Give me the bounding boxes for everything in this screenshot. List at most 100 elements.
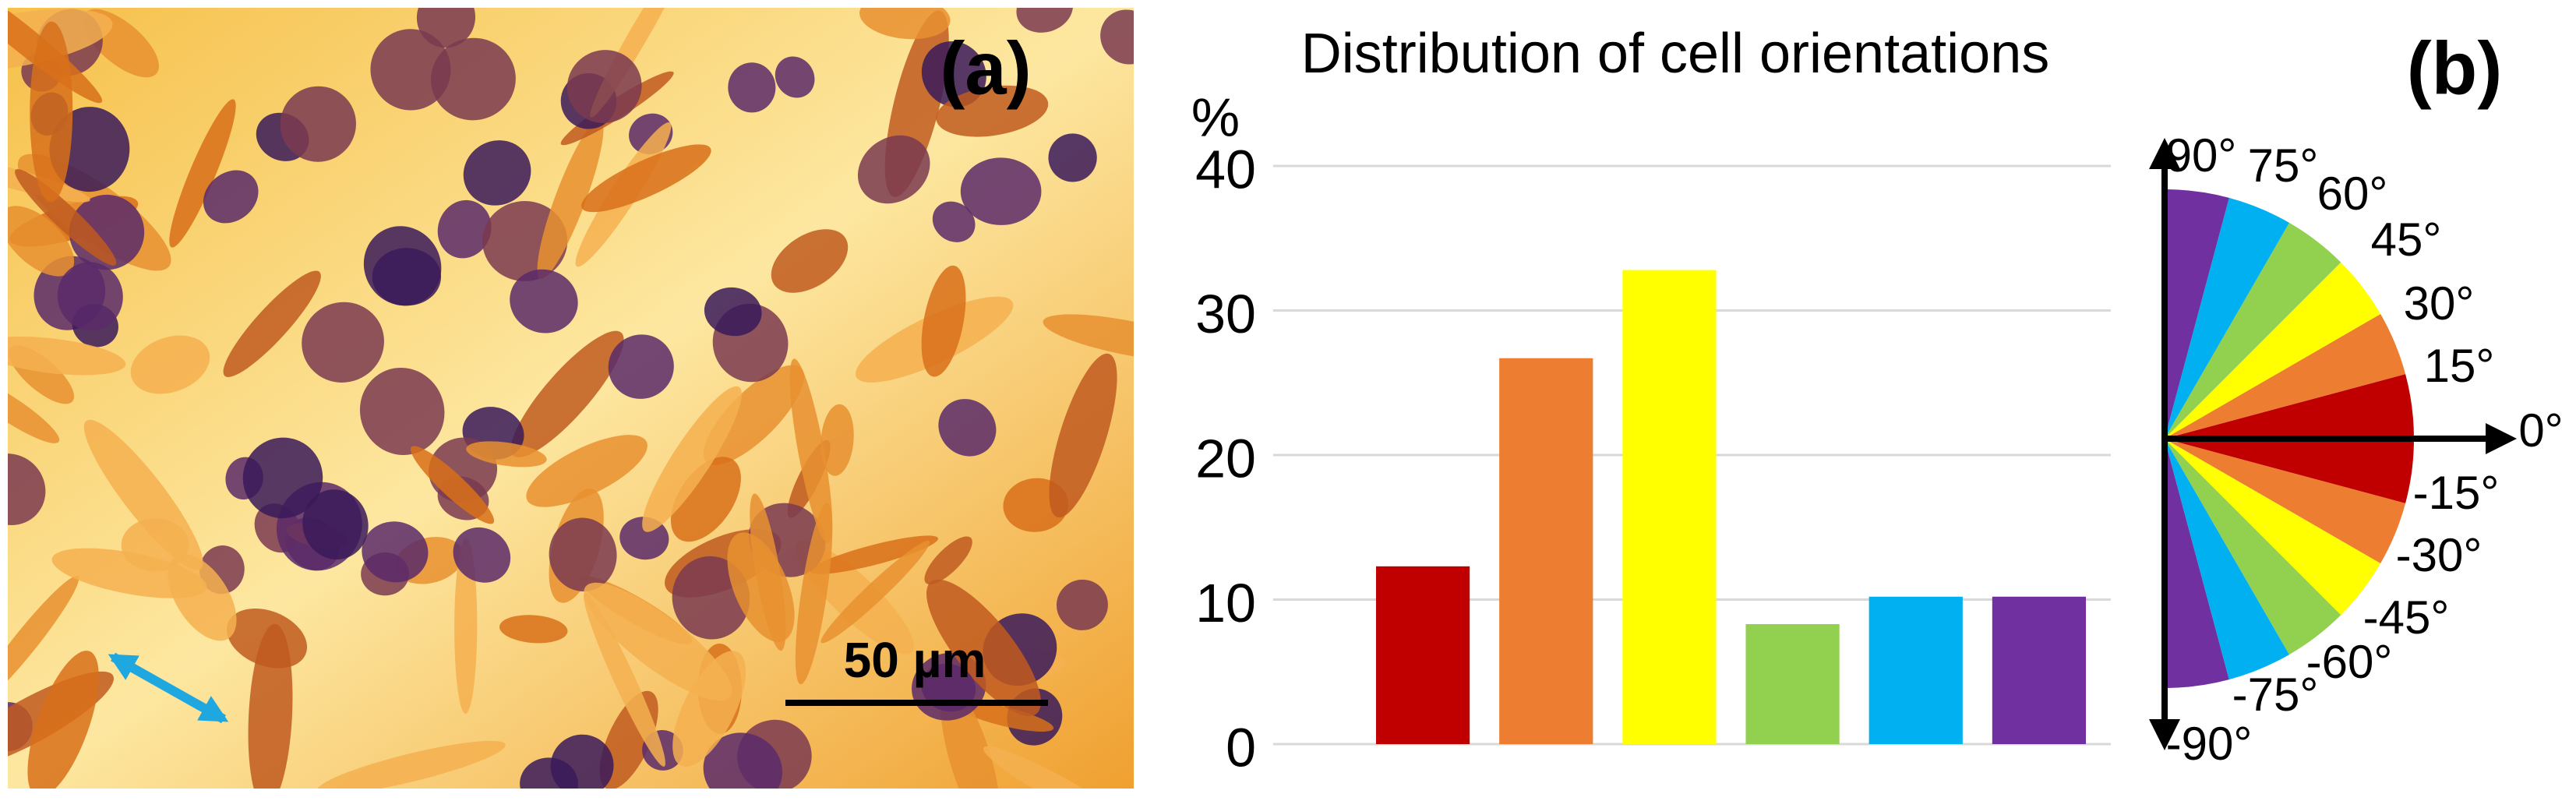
cell — [526, 435, 648, 507]
orientation-wedge — [2165, 314, 2406, 439]
cell — [789, 358, 833, 544]
orientation-label: -75° — [2232, 669, 2319, 721]
orientation-label: -15° — [2413, 467, 2500, 519]
cell — [857, 135, 930, 204]
cell — [8, 206, 75, 277]
cell — [83, 419, 203, 570]
cell — [936, 85, 1049, 137]
y-tick-label: 40 — [1195, 139, 1256, 199]
cell — [431, 37, 516, 121]
orientation-wedge — [2165, 439, 2341, 655]
cell — [921, 663, 976, 712]
cell — [727, 532, 795, 642]
orientation-wedge — [2165, 374, 2414, 439]
cell — [955, 701, 1054, 732]
cell — [227, 608, 308, 669]
cell — [775, 56, 815, 98]
bar — [1499, 358, 1593, 744]
cell — [703, 732, 782, 789]
cell — [8, 376, 60, 443]
panel-label: (b) — [2407, 26, 2503, 110]
cell — [537, 118, 604, 279]
cell — [416, 8, 476, 48]
cell — [983, 746, 1127, 789]
cell — [932, 201, 976, 242]
cell — [549, 517, 617, 592]
orientation-wedge — [2165, 262, 2381, 439]
cell — [437, 199, 492, 259]
orientation-wedge — [2165, 439, 2406, 563]
orientation-wedge — [2165, 439, 2414, 503]
bar — [1622, 270, 1717, 744]
cell — [584, 582, 732, 701]
cell — [921, 41, 986, 108]
y-tick-label: 10 — [1195, 573, 1256, 633]
cell — [317, 740, 506, 789]
cell — [510, 330, 624, 457]
cell — [499, 615, 568, 644]
cell — [550, 734, 614, 789]
cell — [8, 453, 46, 525]
orientation-label: -90° — [2166, 718, 2253, 770]
cell — [938, 399, 997, 457]
cell — [8, 575, 79, 708]
cell — [940, 684, 1000, 789]
cell — [581, 144, 711, 213]
cell — [795, 503, 833, 685]
cell — [370, 29, 451, 111]
orientation-label: -60° — [2306, 636, 2393, 688]
cell — [463, 140, 531, 206]
cell — [820, 541, 930, 644]
cell — [1056, 579, 1108, 630]
cell — [362, 521, 429, 583]
cell — [203, 170, 259, 224]
cell — [51, 548, 207, 598]
orientation-wedge — [2165, 222, 2341, 439]
cell — [960, 157, 1042, 225]
bar — [1745, 624, 1840, 744]
cell — [130, 335, 210, 394]
cell — [302, 302, 384, 383]
chart-title: Distribution of cell orientations — [1301, 23, 2049, 85]
cell — [704, 287, 762, 337]
y-tick-label: 0 — [1226, 717, 1256, 778]
cell — [8, 336, 126, 376]
bar — [1868, 596, 1963, 744]
cell — [642, 386, 742, 532]
cell — [15, 169, 117, 266]
cell — [1049, 353, 1117, 518]
cell — [703, 365, 804, 465]
cell — [453, 527, 511, 583]
y-tick-label: 20 — [1195, 428, 1256, 489]
cell — [608, 334, 674, 399]
cell — [820, 404, 854, 476]
cell — [771, 229, 849, 293]
orientation-wedge — [2165, 197, 2289, 439]
cell — [248, 623, 293, 789]
cell — [372, 248, 442, 306]
orientation-label: 0° — [2518, 404, 2563, 457]
orientation-label: 60° — [2317, 168, 2388, 220]
cell — [921, 265, 966, 377]
cell — [280, 86, 356, 162]
orientation-label: -45° — [2363, 591, 2450, 644]
panel-label: (a) — [940, 26, 1031, 110]
direction-arrow — [108, 652, 229, 724]
orientation-wedge — [2165, 189, 2229, 439]
orientation-label: 75° — [2248, 139, 2319, 192]
orientation-key — [2165, 189, 2414, 688]
cell — [57, 262, 123, 331]
orientation-label: 15° — [2424, 340, 2495, 392]
cell — [859, 8, 951, 40]
orientation-label: 45° — [2371, 213, 2442, 266]
cell — [583, 592, 665, 767]
bar — [1992, 596, 2087, 744]
y-tick-label: 30 — [1195, 284, 1256, 344]
cell — [1043, 314, 1134, 362]
orientation-wedge — [2165, 439, 2229, 688]
orientation-label: 90° — [2166, 129, 2237, 182]
cell — [27, 651, 99, 789]
orientation-wedge — [2165, 439, 2289, 680]
cell — [169, 99, 236, 248]
